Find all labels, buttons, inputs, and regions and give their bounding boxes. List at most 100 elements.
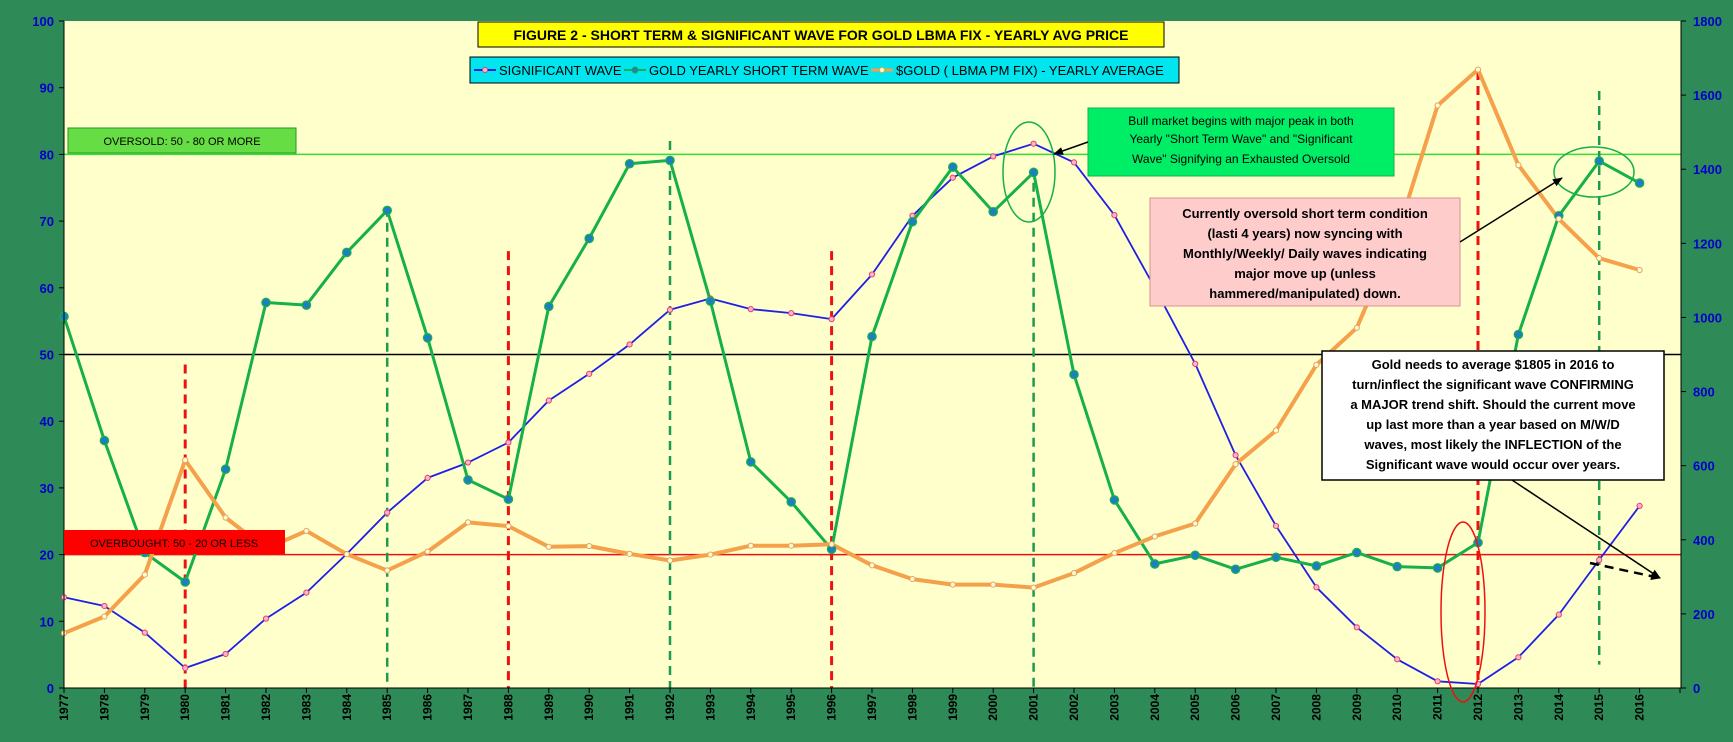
overbought-label-box [64,530,285,554]
point-gold-price-1986 [424,548,431,555]
bull-market-note-box [1087,107,1395,177]
point-gold-price-1989 [545,543,552,550]
point-short-term-wave-1990 [584,233,594,244]
point-significant-wave-2011 [1434,678,1441,685]
point-significant-wave-1990 [586,370,593,377]
point-short-term-wave-1995 [786,497,796,507]
y-left-tick-60: 60 [40,281,54,296]
point-significant-wave-2013 [1515,654,1522,661]
point-gold-price-2005 [1192,520,1199,527]
x-tick-1994: 1994 [744,694,758,721]
point-short-term-wave-2006 [1230,564,1241,575]
x-tick-1986: 1986 [421,694,435,721]
point-gold-price-1988 [505,522,512,530]
oversold-label-box [67,127,297,154]
point-short-term-wave-2008 [1311,561,1322,571]
bull-market-arrow [1053,141,1089,155]
legend-label-short-term-wave: GOLD YEARLY SHORT TERM WAVE [649,63,869,78]
y-right-tick-1600: 1600 [1693,88,1722,103]
x-tick-1993: 1993 [703,694,717,721]
point-short-term-wave-2015 [1594,156,1604,166]
gold-needs-note-line-6: Significant wave would occur over years. [1366,457,1620,472]
point-gold-price-1980 [182,457,189,464]
y-left-tick-0: 0 [47,681,54,696]
point-gold-price-1987 [464,519,472,526]
x-tick-2000: 2000 [986,694,1000,721]
point-short-term-wave-1982 [261,297,271,308]
point-significant-wave-1992 [666,306,674,313]
x-tick-1980: 1980 [178,694,192,721]
y-right-tick-600: 600 [1693,459,1715,474]
point-gold-price-1991 [626,550,633,557]
point-significant-wave-2015 [1596,556,1603,564]
point-short-term-wave-1989 [543,301,554,312]
point-short-term-wave-1983 [301,300,312,310]
x-tick-1978: 1978 [97,694,111,721]
point-short-term-wave-1981 [220,464,231,475]
point-significant-wave-1996 [828,316,835,323]
point-short-term-wave-2007 [1271,552,1281,563]
legend-entry-gold-price: $GOLD ( LBMA PM FIX) - YEARLY AVERAGE [871,63,1164,78]
point-significant-wave-1995 [788,310,795,317]
x-tick-2005: 2005 [1188,694,1202,721]
x-tick-1992: 1992 [663,694,677,721]
point-short-term-wave-2002 [1069,369,1079,380]
series-line-significant-wave [63,142,1641,685]
point-significant-wave-1981 [222,650,229,658]
legend-box [469,56,1180,84]
x-tick-1999: 1999 [946,694,960,721]
currently-oversold-note-line-3: Monthly/Weekly/ Daily waves indicating [1183,246,1427,261]
x-tick-2015: 2015 [1592,694,1606,721]
projection-dashed-arrow [1589,561,1661,581]
point-short-term-wave-1978 [99,435,110,446]
y-left-tick-80: 80 [40,147,54,162]
gold-needs-note-line-4: up last more than a year based on M/W/D [1366,417,1620,432]
x-tick-2011: 2011 [1431,694,1445,720]
point-short-term-wave-2009 [1352,547,1362,558]
point-short-term-wave-1986 [422,333,433,343]
point-gold-price-2004 [1151,533,1158,540]
point-gold-price-1981 [222,514,229,521]
y-left-tick-50: 50 [40,348,54,363]
legend-marker-significant-wave [482,67,488,73]
point-short-term-wave-1980 [180,577,190,587]
point-significant-wave-2016 [1636,502,1643,510]
x-tick-2008: 2008 [1309,694,1323,721]
gold-needs-note-line-2: turn/inflect the significant wave CONFIR… [1352,377,1634,392]
bull-market-note-line-1: Bull market begins with major peak in bo… [1128,114,1353,128]
x-tick-2001: 2001 [1027,694,1041,721]
point-gold-price-1985 [384,567,391,574]
series-line-short-term-wave [62,158,1641,584]
point-gold-price-1996 [828,541,835,548]
point-short-term-wave-2011 [1432,563,1443,573]
point-short-term-wave-1987 [463,475,473,485]
x-tick-1990: 1990 [582,694,596,721]
currently-oversold-note-line-2: (lasti 4 years) now syncing with [1207,226,1402,241]
x-tick-2014: 2014 [1552,694,1566,721]
gold-needs-arrow [1511,479,1661,579]
currently-oversold-arrow [1459,177,1563,243]
point-significant-wave-2009 [1353,624,1360,631]
y-right-tick-1200: 1200 [1693,236,1722,251]
currently-oversold-note-line-4: major move up (unless [1234,266,1376,281]
point-gold-price-2016 [1636,266,1643,274]
highlight-ellipse-2015 [1553,146,1635,198]
y-right-tick-0: 0 [1693,681,1700,696]
point-short-term-wave-2004 [1150,559,1160,569]
point-gold-price-2015 [1596,255,1603,262]
x-tick-2013: 2013 [1511,694,1525,721]
x-tick-2009: 2009 [1350,694,1364,721]
point-significant-wave-1994 [747,306,754,313]
point-significant-wave-2014 [1555,611,1562,618]
oversold-label: OVERSOLD: 50 - 80 OR MORE [103,136,260,148]
point-significant-wave-2003 [1111,211,1118,219]
point-gold-price-2008 [1313,361,1320,368]
x-tick-1989: 1989 [542,694,556,721]
point-significant-wave-1982 [262,615,270,622]
point-gold-price-2012 [1474,66,1482,73]
point-significant-wave-2001 [1030,140,1037,147]
point-gold-price-2013 [1515,162,1522,169]
point-significant-wave-2006 [1232,452,1239,459]
